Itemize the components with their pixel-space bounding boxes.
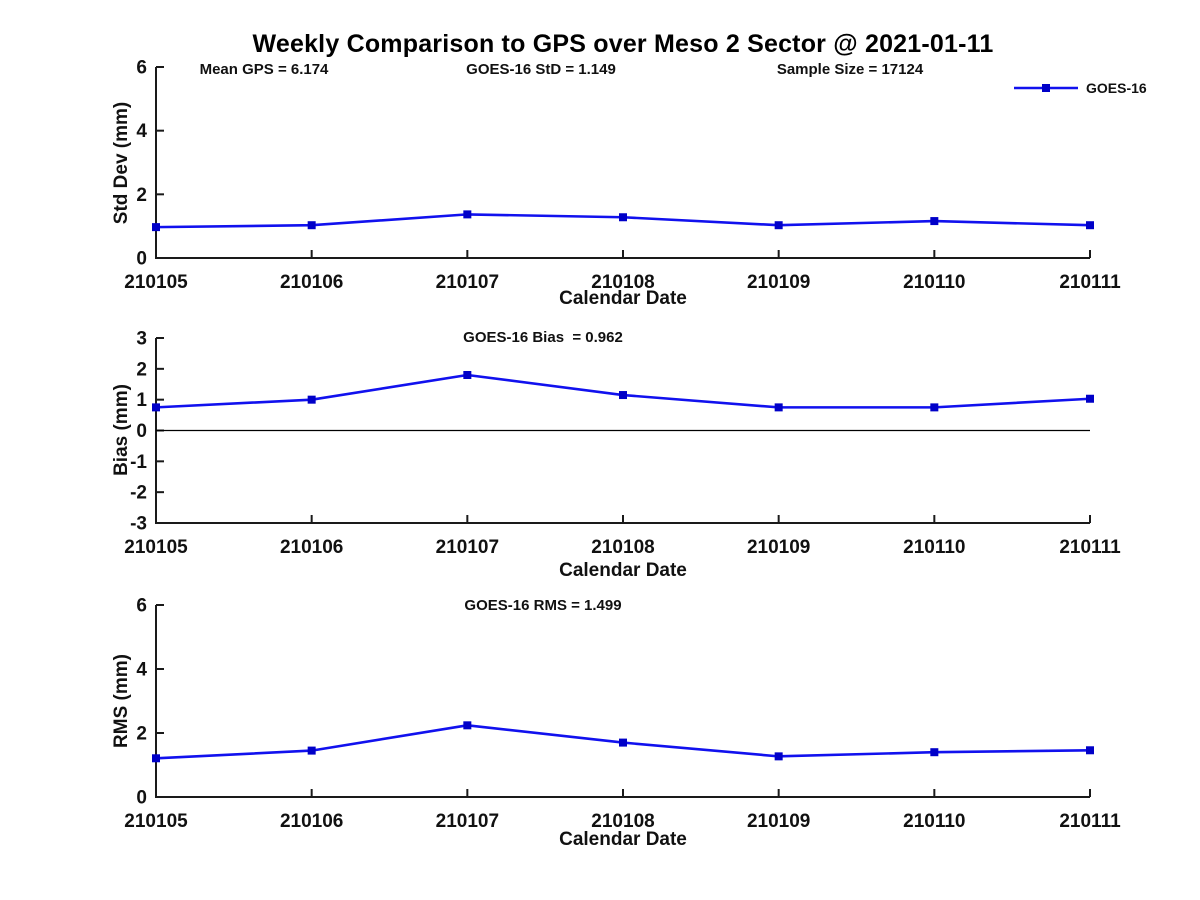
x-tick-label: 210110 (903, 272, 965, 293)
y-tick-label: 2 (136, 185, 147, 206)
legend-label: GOES-16 (1086, 80, 1147, 96)
figure-title: Weekly Comparison to GPS over Meso 2 Sec… (252, 30, 994, 58)
data-point-marker (619, 738, 627, 747)
bias-x-axis-label: Calendar Date (559, 560, 687, 581)
x-tick-label: 210106 (280, 811, 343, 832)
x-tick-label: 210108 (591, 811, 654, 832)
data-point-marker (774, 221, 783, 230)
x-tick-label: 210111 (1059, 537, 1121, 558)
x-tick-label: 210111 (1059, 272, 1121, 293)
y-tick-label: 3 (136, 328, 147, 349)
stat-sample-size: Sample Size = 17124 (776, 61, 924, 78)
x-tick-label: 210110 (903, 537, 965, 558)
data-point-marker (1086, 221, 1094, 230)
data-point-marker (774, 752, 783, 761)
data-point-marker (930, 748, 939, 757)
x-tick-label: 210109 (747, 272, 810, 293)
legend: GOES-16 (1013, 80, 1147, 96)
y-tick-label: 1 (136, 390, 147, 411)
y-tick-label: 2 (136, 723, 147, 744)
data-point-marker (930, 217, 939, 226)
data-point-marker (1086, 394, 1094, 403)
stddev-x-axis-label: Calendar Date (559, 288, 687, 309)
x-tick-label: 210105 (124, 811, 188, 832)
y-tick-label: -2 (130, 483, 147, 504)
x-tick-label: 210106 (280, 272, 343, 293)
y-tick-label: 6 (136, 595, 147, 616)
bias-subplot-title: GOES-16 Bias = 0.962 (463, 329, 623, 346)
rms-x-axis-label: Calendar Date (559, 829, 687, 850)
data-point-marker (307, 395, 316, 404)
y-tick-label: 6 (136, 57, 147, 78)
y-tick-label: -3 (130, 513, 147, 534)
x-tick-label: 210106 (280, 537, 343, 558)
data-point-marker (930, 403, 939, 412)
data-point-marker (619, 213, 627, 222)
data-point-marker (774, 403, 783, 412)
x-tick-label: 210110 (903, 811, 965, 832)
axes-frame (155, 67, 1090, 259)
y-tick-label: 2 (136, 359, 147, 380)
stat-mean-gps: Mean GPS = 6.174 (199, 61, 329, 78)
axes-frame (155, 605, 1090, 798)
x-tick-label: 210107 (436, 272, 499, 293)
y-tick-label: -1 (130, 452, 147, 473)
data-point-marker (152, 403, 160, 412)
data-point-marker (463, 371, 472, 379)
data-point-marker (463, 721, 472, 730)
x-tick-label: 210109 (747, 811, 810, 832)
x-tick-label: 210109 (747, 537, 810, 558)
y-tick-label: 4 (136, 659, 147, 680)
data-point-marker (463, 210, 472, 219)
x-tick-label: 210108 (591, 272, 654, 293)
y-tick-label: 0 (136, 787, 147, 808)
x-tick-label: 210107 (436, 537, 499, 558)
data-point-marker (619, 391, 627, 400)
data-point-marker (1086, 746, 1094, 755)
x-tick-label: 210108 (591, 537, 654, 558)
y-tick-label: 0 (136, 421, 147, 442)
rms-subplot-title: GOES-16 RMS = 1.499 (464, 597, 622, 614)
x-tick-label: 210105 (124, 537, 188, 558)
data-point-marker (152, 223, 160, 232)
data-point-marker (307, 221, 316, 230)
x-tick-label: 210111 (1059, 811, 1121, 832)
y-tick-label: 0 (136, 248, 147, 269)
data-point-marker (307, 746, 316, 755)
stat-goes-std: GOES-16 StD = 1.149 (466, 61, 616, 78)
legend-line-marker-icon (1014, 84, 1078, 92)
data-point-marker (152, 754, 160, 763)
x-tick-label: 210105 (124, 272, 188, 293)
x-tick-label: 210107 (436, 811, 499, 832)
y-tick-label: 4 (136, 121, 147, 142)
